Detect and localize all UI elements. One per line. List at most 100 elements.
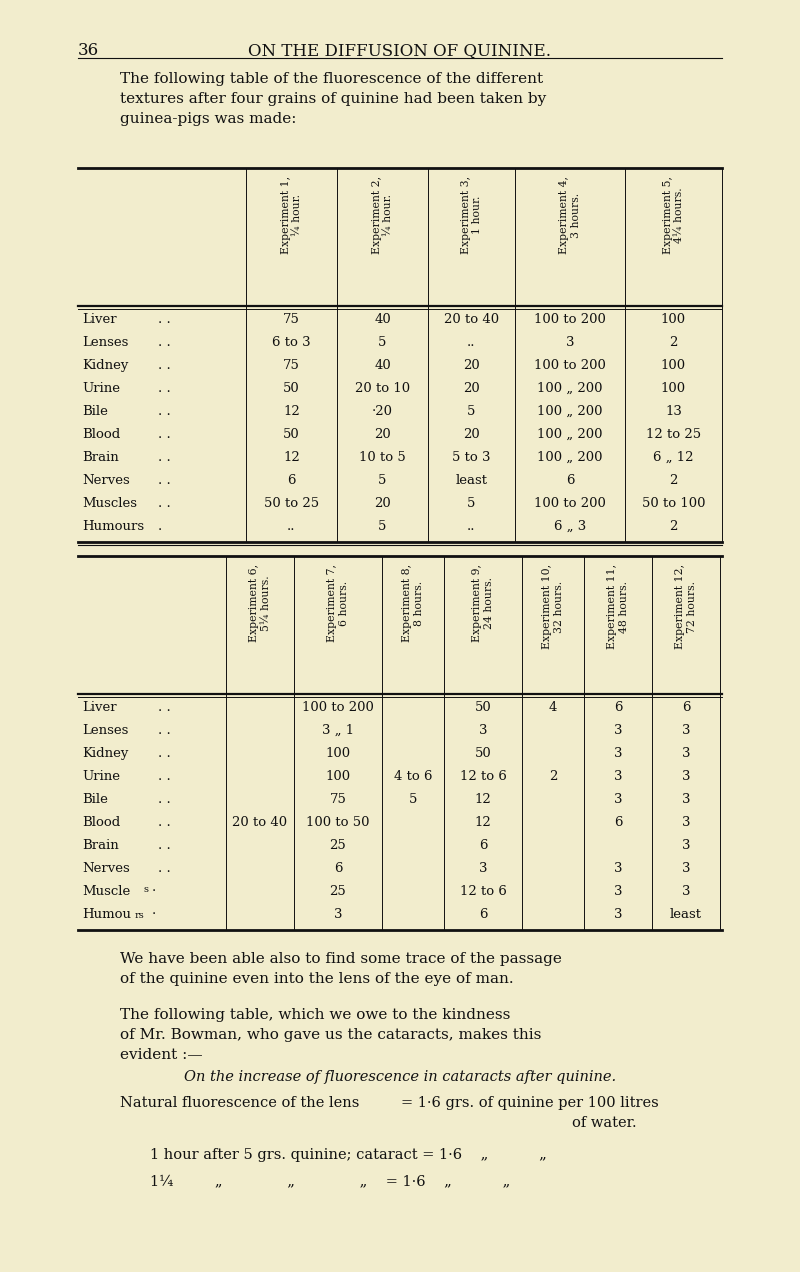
Text: 3: 3 [614, 862, 622, 875]
Text: 6 to 3: 6 to 3 [272, 336, 311, 349]
Text: Experiment 6,
5¼ hours.: Experiment 6, 5¼ hours. [250, 563, 270, 642]
Text: . .: . . [158, 404, 170, 418]
Text: 100: 100 [661, 313, 686, 326]
Text: . .: . . [158, 427, 170, 441]
Text: . .: . . [158, 497, 170, 510]
Text: 3: 3 [614, 885, 622, 898]
Text: .: . [158, 520, 162, 533]
Text: ..: .. [467, 336, 476, 349]
Text: 5: 5 [378, 474, 386, 487]
Text: 3: 3 [682, 817, 690, 829]
Text: 12: 12 [474, 792, 491, 806]
Text: of water.: of water. [572, 1116, 637, 1130]
Text: 6 „ 12: 6 „ 12 [654, 452, 694, 464]
Text: . .: . . [158, 701, 170, 714]
Text: 100 to 200: 100 to 200 [534, 313, 606, 326]
Text: Lenses: Lenses [82, 336, 128, 349]
Text: 12: 12 [283, 404, 300, 418]
Text: 25: 25 [330, 840, 346, 852]
Text: 50: 50 [474, 747, 491, 759]
Text: . .: . . [158, 382, 170, 396]
Text: 100 to 200: 100 to 200 [302, 701, 374, 714]
Text: Experiment 3,
1 hour.: Experiment 3, 1 hour. [461, 176, 482, 254]
Text: 25: 25 [330, 885, 346, 898]
Text: rs: rs [135, 911, 145, 920]
Text: Experiment 9,
24 hours.: Experiment 9, 24 hours. [472, 563, 494, 642]
Text: Experiment 11,
48 hours.: Experiment 11, 48 hours. [607, 563, 629, 649]
Text: 5 to 3: 5 to 3 [452, 452, 490, 464]
Text: 3: 3 [682, 885, 690, 898]
Text: 12 to 6: 12 to 6 [459, 770, 506, 784]
Text: Experiment 8,
8 hours.: Experiment 8, 8 hours. [402, 563, 424, 642]
Text: 6: 6 [614, 817, 622, 829]
Text: On the increase of fluorescence in cataracts after quinine.: On the increase of fluorescence in catar… [184, 1070, 616, 1084]
Text: 6: 6 [334, 862, 342, 875]
Text: Experiment 2,
¼ hour.: Experiment 2, ¼ hour. [372, 176, 394, 254]
Text: ..: .. [467, 520, 476, 533]
Text: 3: 3 [478, 862, 487, 875]
Text: Muscle: Muscle [82, 885, 130, 898]
Text: least: least [455, 474, 487, 487]
Text: 3: 3 [566, 336, 574, 349]
Text: 20 to 40: 20 to 40 [444, 313, 499, 326]
Text: 100: 100 [661, 382, 686, 396]
Text: Experiment 1,
¼ hour.: Experiment 1, ¼ hour. [281, 176, 302, 254]
Text: 20: 20 [463, 427, 480, 441]
Text: 3: 3 [614, 770, 622, 784]
Text: Blood: Blood [82, 427, 120, 441]
Text: 3: 3 [478, 724, 487, 736]
Text: . .: . . [158, 747, 170, 759]
Text: 12 to 6: 12 to 6 [459, 885, 506, 898]
Text: ·: · [152, 885, 156, 898]
Text: ON THE DIFFUSION OF QUININE.: ON THE DIFFUSION OF QUININE. [249, 42, 551, 59]
Text: 6: 6 [566, 474, 574, 487]
Text: 75: 75 [330, 792, 346, 806]
Text: . .: . . [158, 474, 170, 487]
Text: 36: 36 [78, 42, 99, 59]
Text: 12: 12 [474, 817, 491, 829]
Text: 75: 75 [283, 313, 300, 326]
Text: 6: 6 [287, 474, 296, 487]
Text: Kidney: Kidney [82, 359, 128, 371]
Text: 3: 3 [614, 747, 622, 759]
Text: 10 to 5: 10 to 5 [359, 452, 406, 464]
Text: 100 „ 200: 100 „ 200 [538, 427, 602, 441]
Text: . .: . . [158, 313, 170, 326]
Text: Experiment 12,
72 hours.: Experiment 12, 72 hours. [675, 563, 697, 649]
Text: Muscles: Muscles [82, 497, 137, 510]
Text: 100: 100 [661, 359, 686, 371]
Text: 100: 100 [326, 747, 350, 759]
Text: 3: 3 [614, 724, 622, 736]
Text: 50 to 25: 50 to 25 [264, 497, 319, 510]
Text: 100 „ 200: 100 „ 200 [538, 404, 602, 418]
Text: Urine: Urine [82, 382, 120, 396]
Text: Blood: Blood [82, 817, 120, 829]
Text: The following table of the fluorescence of the different
textures after four gra: The following table of the fluorescence … [120, 73, 546, 126]
Text: . .: . . [158, 452, 170, 464]
Text: 3: 3 [614, 792, 622, 806]
Text: Lenses: Lenses [82, 724, 128, 736]
Text: 12 to 25: 12 to 25 [646, 427, 701, 441]
Text: 40: 40 [374, 359, 391, 371]
Text: ..: .. [287, 520, 296, 533]
Text: Humou: Humou [82, 908, 131, 921]
Text: 6: 6 [478, 840, 487, 852]
Text: Experiment 4,
3 hours.: Experiment 4, 3 hours. [559, 176, 581, 254]
Text: 4 to 6: 4 to 6 [394, 770, 432, 784]
Text: 3: 3 [614, 908, 622, 921]
Text: The following table, which we owe to the kindness
of Mr. Bowman, who gave us the: The following table, which we owe to the… [120, 1007, 542, 1062]
Text: 1¼         „              „              „    = 1·6    „           „: 1¼ „ „ „ = 1·6 „ „ [150, 1174, 510, 1188]
Text: 3: 3 [682, 840, 690, 852]
Text: 3: 3 [682, 792, 690, 806]
Text: 2: 2 [670, 474, 678, 487]
Text: 100 „ 200: 100 „ 200 [538, 382, 602, 396]
Text: Nerves: Nerves [82, 474, 130, 487]
Text: ·20: ·20 [372, 404, 393, 418]
Text: Bile: Bile [82, 792, 108, 806]
Text: 5: 5 [467, 404, 476, 418]
Text: . .: . . [158, 770, 170, 784]
Text: Urine: Urine [82, 770, 120, 784]
Text: 100: 100 [326, 770, 350, 784]
Text: Humours: Humours [82, 520, 144, 533]
Text: 20: 20 [463, 382, 480, 396]
